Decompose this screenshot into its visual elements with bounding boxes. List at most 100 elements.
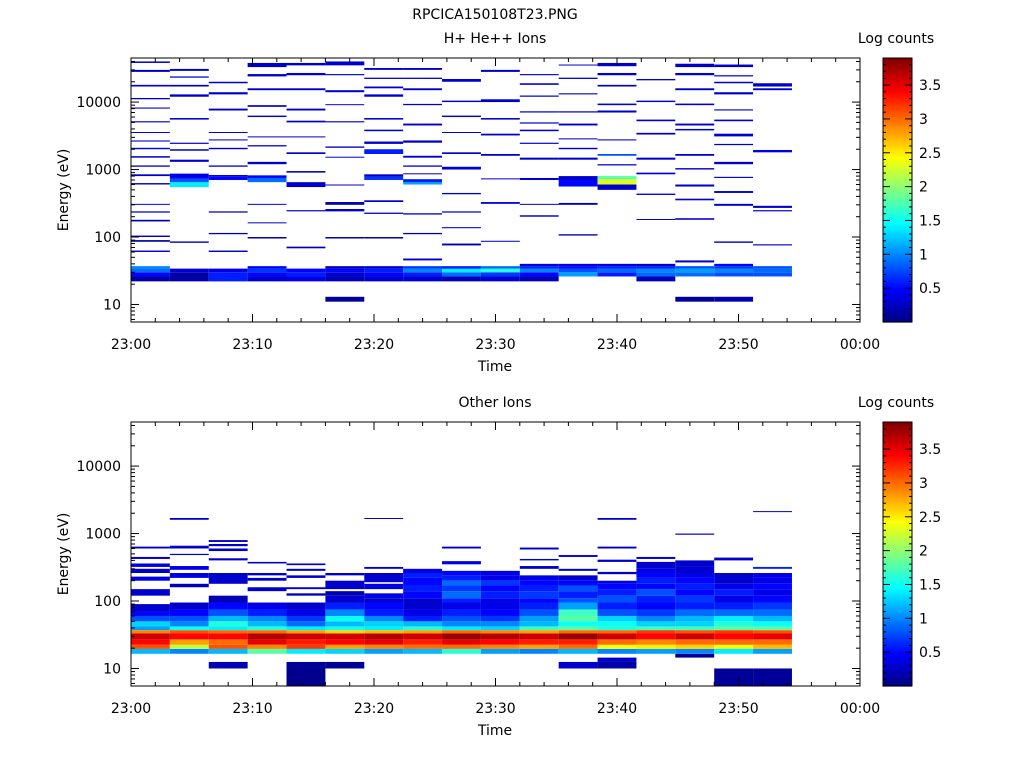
colorbar-segment [883, 442, 912, 445]
heatmap-cell [442, 644, 481, 649]
colorbar-segment [883, 262, 912, 265]
heatmap-cell [714, 296, 754, 302]
colorbar-segment [883, 252, 912, 255]
heatmap-cell [286, 276, 326, 282]
heatmap-cell [442, 152, 481, 154]
heatmap-cell [597, 589, 637, 596]
heatmap-cell [675, 621, 715, 627]
heatmap-cell [597, 595, 637, 603]
heatmap-cell [714, 75, 754, 77]
heatmap-cell [403, 568, 443, 574]
heatmap-cell [675, 272, 715, 277]
heatmap-cell [247, 621, 287, 627]
heatmap-cell [403, 155, 443, 158]
heatmap-cell [442, 243, 481, 246]
heatmap-cell [286, 615, 326, 622]
colorbar-segment [883, 580, 912, 583]
heatmap-cell [286, 644, 326, 649]
colorbar-segment [883, 98, 912, 101]
heatmap-cell [325, 626, 365, 631]
heatmap-cell [636, 621, 676, 627]
heatmap-cell [364, 86, 404, 89]
colorbar-segment [883, 60, 912, 63]
heatmap-cell [636, 119, 676, 122]
heatmap-cell [753, 244, 792, 246]
heatmap-cell [636, 602, 676, 610]
colorbar-segment [883, 306, 912, 309]
heatmap-cell [169, 621, 209, 627]
heatmap-cell [364, 67, 404, 70]
colorbar-segment [883, 458, 912, 461]
colorbar-segment [883, 310, 912, 313]
colorbar-segment [883, 682, 912, 685]
heatmap-cell [286, 62, 326, 66]
colorbar-segment [883, 648, 912, 651]
heatmap-cell [558, 609, 598, 616]
colorbar-segment [883, 222, 912, 225]
colorbar-segment [883, 100, 912, 103]
heatmap-cell [364, 644, 404, 649]
x-tick-label: 23:20 [354, 337, 394, 353]
heatmap-cell [597, 546, 637, 549]
colorbar-segment [883, 472, 912, 475]
colorbar-segment [883, 260, 912, 263]
colorbar-segment [883, 674, 912, 677]
heatmap-cell [480, 276, 520, 282]
heatmap-cell [519, 644, 559, 649]
heatmap-cell [675, 595, 715, 603]
heatmap-cell [558, 64, 598, 66]
heatmap-cell [558, 111, 598, 113]
colorbar-segment [883, 180, 912, 183]
heatmap-cell [247, 644, 287, 649]
colorbar-segment [883, 136, 912, 139]
heatmap-cell [636, 577, 676, 584]
heatmap-cells [131, 511, 792, 686]
heatmap-cell [247, 577, 287, 581]
heatmap-cell [131, 266, 170, 269]
heatmap-cell [675, 268, 715, 273]
heatmap-cell [442, 602, 481, 610]
colorbar-segment [883, 560, 912, 563]
colorbar-segment [883, 662, 912, 665]
colorbar-tick-label: 2 [919, 180, 928, 196]
y-tick-label: 10000 [76, 459, 121, 475]
heatmap-cell [519, 648, 559, 654]
colorbar-segment [883, 496, 912, 499]
colorbar-segment [883, 460, 912, 463]
heatmap-cell [131, 69, 170, 72]
heatmap-cell [558, 77, 598, 79]
x-tick-label: 00:00 [840, 337, 880, 353]
heatmap-cell [753, 205, 792, 208]
colorbar-tick-label: 1.5 [919, 577, 941, 593]
heatmap-cell [558, 621, 598, 627]
colorbar-segment [883, 312, 912, 315]
heatmap-cell [714, 109, 754, 111]
heatmap-cell [480, 69, 520, 72]
heatmap-cell [208, 639, 248, 645]
colorbar-segment [883, 212, 912, 215]
colorbar-tick-label: 2 [919, 544, 928, 560]
heatmap-cell [247, 561, 287, 564]
heatmap-cell [636, 644, 676, 649]
heatmap-cell [442, 266, 481, 269]
heatmap-cell [131, 61, 170, 63]
heatmap-cell [364, 266, 404, 269]
heatmap-cell [325, 202, 365, 205]
heatmap-cell [558, 555, 598, 557]
heatmap-cell [753, 589, 792, 596]
heatmap-cell [169, 268, 209, 273]
colorbar-segment [883, 490, 912, 493]
heatmap-cell [403, 266, 443, 269]
heatmap-cell [208, 626, 248, 631]
heatmap-cell [636, 630, 676, 634]
colorbar-segment [883, 294, 912, 297]
heatmap-cell [636, 272, 676, 277]
colorbar-segment [883, 168, 912, 171]
heatmap-cell [714, 133, 754, 137]
heatmap-cell [403, 77, 443, 79]
heatmap-cell [131, 107, 170, 109]
heatmap-cell [636, 648, 676, 654]
heatmap-cell [247, 633, 287, 640]
heatmap-cell [519, 615, 559, 622]
colorbar-segment [883, 554, 912, 557]
